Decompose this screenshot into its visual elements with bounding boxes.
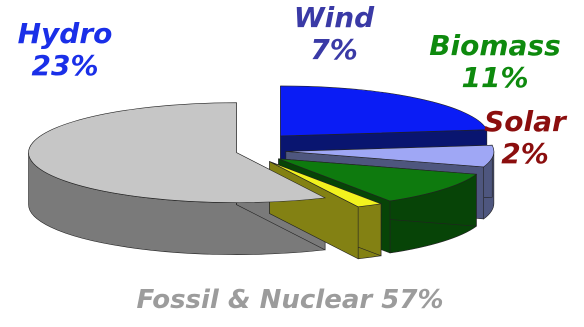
slice-biomass [278,158,478,202]
label-wind-name: Wind [293,1,375,34]
label-hydro-value: 23% [31,49,99,82]
slice-solar [269,161,383,208]
label-solar-name: Solar [484,105,566,138]
label-solar: Solar 2% [470,106,580,170]
label-hydro-name: Hydro [17,17,113,50]
label-fossil-value: 57% [381,285,444,315]
slice-fossil-nuclear [28,102,327,203]
label-solar-value: 2% [501,137,549,170]
label-fossil-nuclear: Fossil & Nuclear 57% [60,284,520,316]
label-wind-value: 7% [310,33,358,66]
label-hydro: Hydro 23% [6,18,124,82]
label-biomass: Biomass 11% [410,30,580,94]
label-wind: Wind 7% [282,2,386,66]
label-biomass-value: 11% [461,61,529,94]
slice-wind [285,144,495,168]
label-biomass-name: Biomass [429,29,561,62]
slice-hydro [280,85,488,137]
label-fossil-name: Fossil & Nuclear [136,285,373,315]
